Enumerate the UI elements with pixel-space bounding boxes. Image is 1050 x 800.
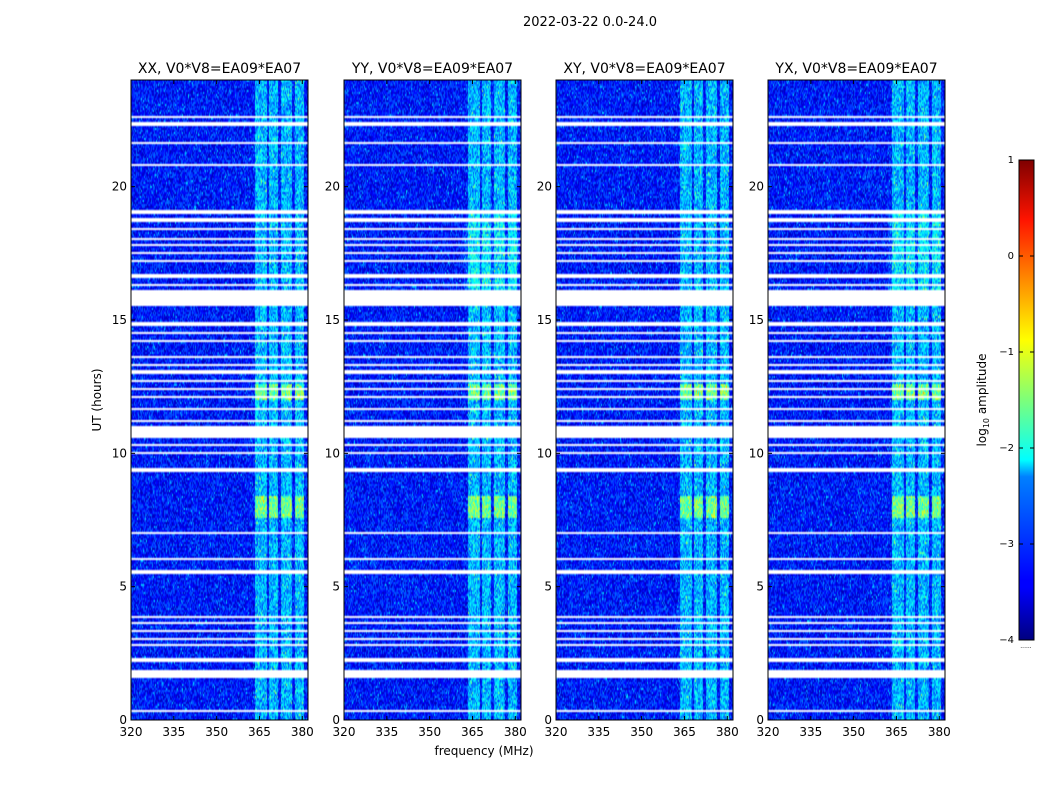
y-tick-label: 0 [332,713,340,727]
x-tick-label: 365 [248,725,271,739]
x-tick-label: 380 [291,725,314,739]
colorbar: 1 0 −1 −2 −3 −4 log10 amplitude ...... [975,155,1035,650]
x-tick-label: 335 [375,725,398,739]
heatmap-image [556,80,733,720]
y-axis-label: UT (hours) [90,368,104,431]
y-tick-label: 10 [749,446,764,460]
x-tick-label: 350 [205,725,228,739]
colorbar-label: log10 amplitude [975,354,991,447]
panel-yx: YX, V0*V8=EA09*EA07 320 335 350 365 380 0 5 10 15… [749,61,951,739]
heatmap-image [344,80,521,720]
x-tick-label: 320 [120,725,143,739]
colorbar-tick-label: 0 [1008,251,1014,262]
panel-title: XX, V0*V8=EA09*EA07 [138,61,301,77]
panel-yy: YY, V0*V8=EA09*EA07 320 335 350 365 380 0 5 10 15… [325,61,527,739]
heatmap-image [131,80,308,720]
heatmap-image [768,80,945,720]
y-tick-label: 15 [112,313,127,327]
y-tick-label: 10 [537,446,552,460]
colorbar-tick-label: 1 [1008,155,1014,166]
x-tick-label: 320 [757,725,780,739]
x-tick-label: 335 [587,725,610,739]
y-tick-label: 5 [119,580,127,594]
panels: XX, V0*V8=EA09*EA07 320 335 350 365 380 0 5 10 15… [112,61,951,739]
y-tick-label: 20 [749,180,764,194]
x-tick-label: 335 [799,725,822,739]
x-tick-label: 365 [673,725,696,739]
y-tick-label: 5 [332,580,340,594]
colorbar-empty-label: ...... [1020,643,1032,650]
y-tick-label: 20 [112,180,127,194]
y-tick-label: 0 [544,713,552,727]
x-tick-label: 365 [885,725,908,739]
panel-title: YY, V0*V8=EA09*EA07 [351,61,513,77]
panel-xx: XX, V0*V8=EA09*EA07 320 335 350 365 380 0 5 10 15… [112,61,314,739]
panel-frame [343,79,522,721]
y-tick-label: 15 [537,313,552,327]
colorbar-ticks: 1 0 −1 −2 −3 −4 [999,155,1034,646]
x-tick-label: 320 [333,725,356,739]
x-tick-label: 380 [716,725,739,739]
x-tick-label: 380 [928,725,951,739]
y-tick-label: 10 [112,446,127,460]
y-tick-label: 20 [537,180,552,194]
panel-title: XY, V0*V8=EA09*EA07 [563,61,725,77]
x-tick-label: 350 [630,725,653,739]
colorbar-tick-label: −2 [999,443,1014,454]
panel-title: YX, V0*V8=EA09*EA07 [774,61,937,77]
y-tick-label: 10 [325,446,340,460]
panel-frame [767,79,946,721]
panel-frame [130,79,309,721]
colorbar-tick-label: −1 [999,347,1014,358]
x-tick-label: 380 [504,725,527,739]
y-tick-label: 15 [325,313,340,327]
panel-frame [555,79,734,721]
x-tick-label: 350 [418,725,441,739]
x-tick-label: 335 [162,725,185,739]
colorbar-tick-label: −4 [999,635,1014,646]
figure-title: 2022-03-22 0.0-24.0 [523,15,657,30]
colorbar-tick-label: −3 [999,539,1014,550]
x-axis-label: frequency (MHz) [434,744,533,758]
y-tick-label: 5 [544,580,552,594]
colorbar-gradient [1018,159,1035,641]
y-tick-label: 0 [119,713,127,727]
x-tick-label: 350 [842,725,865,739]
y-tick-label: 15 [749,313,764,327]
y-tick-label: 5 [756,580,764,594]
x-tick-label: 365 [461,725,484,739]
panel-xy: XY, V0*V8=EA09*EA07 320 335 350 365 380 0 5 10 15… [537,61,739,739]
y-tick-label: 20 [325,180,340,194]
x-tick-label: 320 [545,725,568,739]
y-tick-label: 0 [756,713,764,727]
